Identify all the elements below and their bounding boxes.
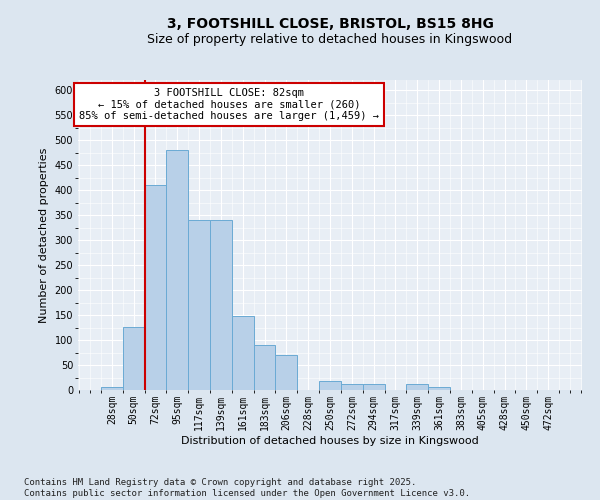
Bar	[166, 150, 188, 390]
Bar	[254, 345, 275, 390]
Text: Contains HM Land Registry data © Crown copyright and database right 2025.
Contai: Contains HM Land Registry data © Crown c…	[24, 478, 470, 498]
Bar	[363, 384, 385, 390]
Bar	[188, 220, 210, 390]
X-axis label: Distribution of detached houses by size in Kingswood: Distribution of detached houses by size …	[181, 436, 479, 446]
Text: 3, FOOTSHILL CLOSE, BRISTOL, BS15 8HG: 3, FOOTSHILL CLOSE, BRISTOL, BS15 8HG	[167, 18, 493, 32]
Bar	[210, 220, 232, 390]
Bar	[123, 326, 145, 390]
Text: Size of property relative to detached houses in Kingswood: Size of property relative to detached ho…	[148, 32, 512, 46]
Bar	[319, 381, 341, 390]
Bar	[428, 387, 450, 390]
Bar	[275, 355, 297, 390]
Bar	[232, 316, 254, 390]
Bar	[101, 386, 123, 390]
Text: 3 FOOTSHILL CLOSE: 82sqm
← 15% of detached houses are smaller (260)
85% of semi-: 3 FOOTSHILL CLOSE: 82sqm ← 15% of detach…	[79, 88, 379, 121]
Bar	[145, 185, 166, 390]
Y-axis label: Number of detached properties: Number of detached properties	[39, 148, 49, 322]
Bar	[406, 384, 428, 390]
Bar	[341, 384, 363, 390]
